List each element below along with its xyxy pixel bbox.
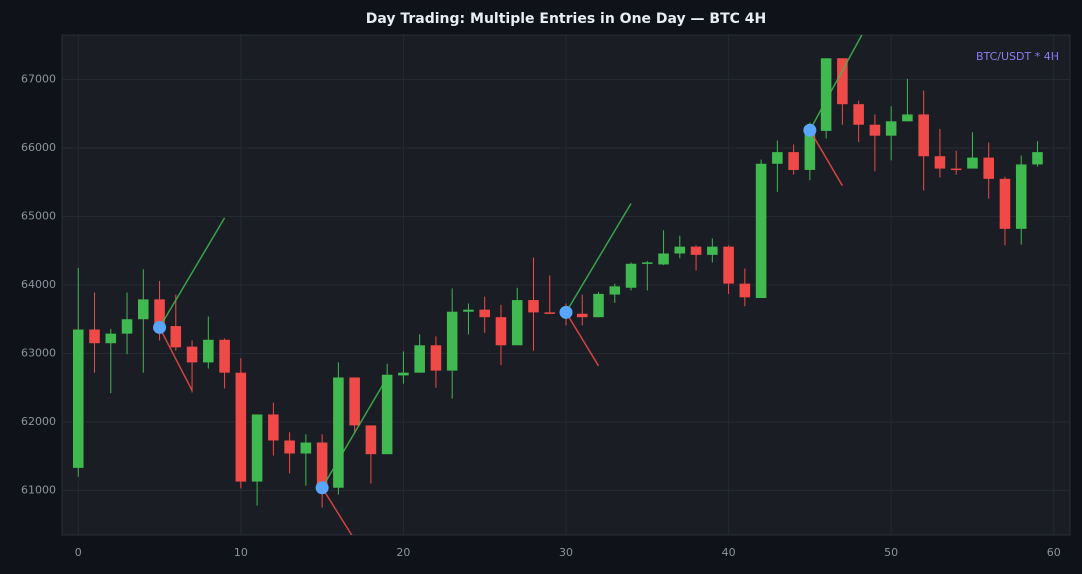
candle-body bbox=[349, 377, 360, 426]
candle-body bbox=[300, 442, 312, 454]
candle-body bbox=[739, 283, 751, 298]
candle-body bbox=[381, 374, 393, 455]
candle-body bbox=[430, 345, 442, 371]
candle-body bbox=[154, 299, 165, 327]
target-line bbox=[321, 377, 388, 489]
candle-body bbox=[72, 329, 84, 468]
candle-body bbox=[853, 104, 864, 125]
stop-line bbox=[158, 327, 193, 391]
candle-body bbox=[707, 246, 718, 255]
candle-body bbox=[251, 414, 263, 482]
y-tick-label: 66000 bbox=[21, 141, 56, 154]
candle-body bbox=[219, 339, 230, 373]
candle-body bbox=[837, 58, 848, 105]
y-tick-label: 61000 bbox=[21, 483, 56, 496]
x-tick-label: 20 bbox=[396, 546, 410, 559]
candle-body bbox=[398, 372, 409, 376]
x-tick-label: 10 bbox=[234, 546, 248, 559]
candle-body bbox=[674, 246, 686, 254]
candle-body bbox=[89, 329, 100, 344]
candle-body bbox=[105, 333, 117, 344]
candle-body bbox=[934, 156, 946, 169]
target-line bbox=[158, 217, 226, 328]
candle-body bbox=[365, 425, 377, 455]
candle-body bbox=[268, 414, 279, 441]
candle-body bbox=[1032, 152, 1043, 165]
candle-body bbox=[284, 440, 295, 454]
candle-body bbox=[1015, 164, 1027, 229]
x-tick-label: 0 bbox=[75, 546, 82, 559]
candle-body bbox=[772, 152, 783, 164]
candle-body bbox=[642, 262, 653, 264]
chart-title: Day Trading: Multiple Entries in One Day… bbox=[366, 11, 767, 27]
candle-body bbox=[235, 372, 247, 482]
entry-point bbox=[315, 481, 329, 495]
y-tick-label: 63000 bbox=[21, 346, 56, 359]
target-line bbox=[809, 35, 863, 131]
candle-body bbox=[885, 121, 897, 136]
candle-body bbox=[121, 319, 133, 334]
candle-body bbox=[593, 293, 604, 318]
candle-body bbox=[528, 300, 539, 313]
entry-point bbox=[559, 305, 573, 319]
candle-body bbox=[609, 286, 621, 295]
y-tick-label: 67000 bbox=[21, 73, 56, 86]
candle-body bbox=[203, 339, 214, 363]
y-tick-label: 64000 bbox=[21, 278, 56, 291]
candle-body bbox=[170, 326, 182, 348]
candle-body bbox=[967, 157, 978, 169]
annotation: BTC/USDT * 4H bbox=[976, 50, 1059, 63]
candle-body bbox=[918, 114, 929, 157]
candle-body bbox=[333, 377, 344, 488]
candle-body bbox=[690, 246, 702, 255]
candle-body bbox=[479, 309, 490, 318]
candle-body bbox=[902, 114, 913, 122]
stop-line bbox=[809, 129, 844, 187]
plot bbox=[72, 35, 1043, 535]
candle-body bbox=[625, 263, 637, 288]
candle-body bbox=[414, 345, 425, 373]
candle-body bbox=[869, 124, 881, 136]
entry-point bbox=[803, 123, 817, 137]
candle-body bbox=[999, 178, 1011, 229]
candle-body bbox=[186, 346, 198, 363]
y-tick-label: 62000 bbox=[21, 415, 56, 428]
candle-body bbox=[983, 157, 994, 179]
candle-body bbox=[788, 152, 799, 170]
stop-line bbox=[565, 312, 600, 367]
candle-body bbox=[446, 311, 458, 371]
candle-body bbox=[544, 312, 556, 314]
stop-line bbox=[321, 487, 353, 535]
x-tick-label: 50 bbox=[884, 546, 898, 559]
candle-body bbox=[950, 168, 962, 171]
candle-body bbox=[463, 309, 474, 312]
x-tick-label: 30 bbox=[559, 546, 573, 559]
entry-point bbox=[153, 320, 167, 334]
candle-body bbox=[755, 163, 767, 299]
candle-body bbox=[576, 313, 588, 318]
candle-body bbox=[658, 253, 669, 265]
candle-body bbox=[316, 442, 328, 488]
y-tick-label: 65000 bbox=[21, 210, 56, 223]
candle-body bbox=[723, 246, 734, 284]
candle-body bbox=[804, 130, 816, 170]
x-tick-label: 40 bbox=[722, 546, 736, 559]
candle-body bbox=[495, 317, 507, 346]
x-tick-label: 60 bbox=[1047, 546, 1061, 559]
candle-body bbox=[138, 299, 149, 320]
candle-body bbox=[820, 58, 832, 131]
target-line bbox=[565, 203, 632, 313]
candle-body bbox=[511, 300, 523, 346]
